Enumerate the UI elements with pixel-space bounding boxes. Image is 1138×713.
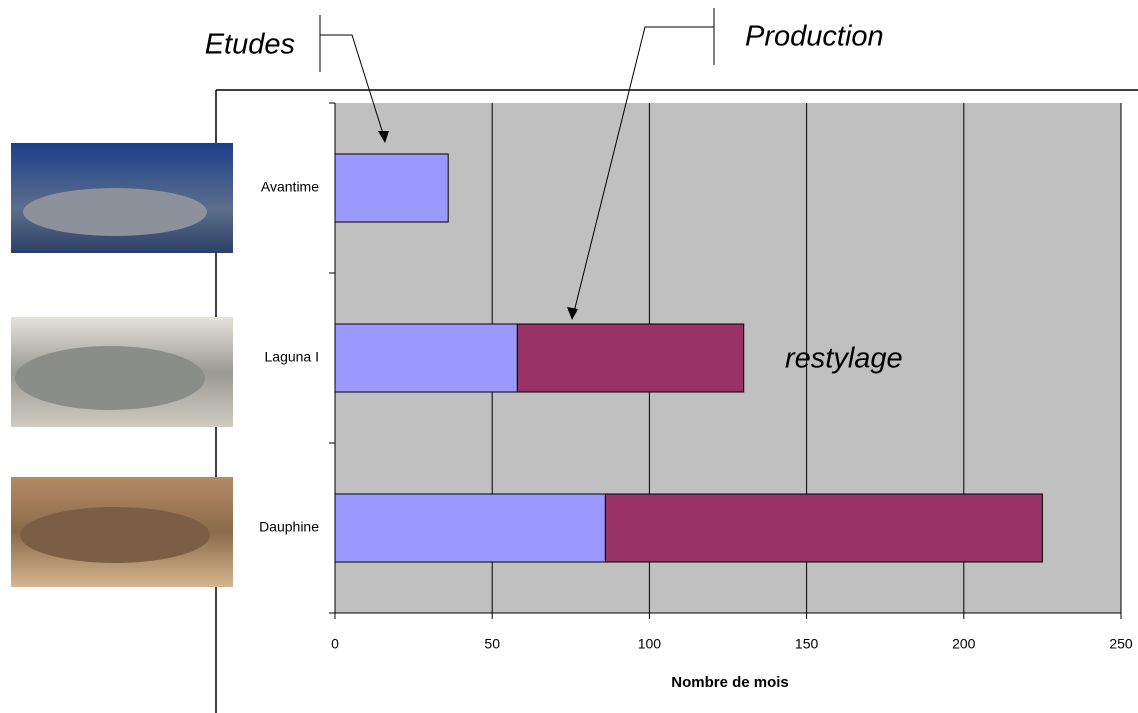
car-shape (15, 346, 205, 410)
x-tick-label: 50 (484, 636, 500, 652)
x-tick-label: 200 (952, 636, 976, 652)
x-tick-label: 0 (331, 636, 339, 652)
annotation: restylage (785, 343, 903, 375)
x-tick-label: 100 (638, 636, 662, 652)
chart: 050100150200250AvantimeLaguna IDauphine … (0, 0, 1138, 713)
legend-label: Etudes (205, 29, 295, 61)
x-tick-label: 250 (1109, 636, 1133, 652)
y-tick-label: Dauphine (259, 519, 319, 535)
bar (335, 494, 605, 562)
car-shape (23, 188, 207, 236)
y-tick-label: Avantime (261, 179, 319, 195)
x-tick-label: 150 (795, 636, 819, 652)
legend-label: Production (745, 21, 884, 53)
bar (335, 324, 517, 392)
bar (335, 154, 448, 222)
car-shape (20, 507, 210, 563)
x-axis-title: Nombre de mois (671, 674, 789, 691)
bar (517, 324, 743, 392)
bar (605, 494, 1042, 562)
y-tick-label: Laguna I (265, 349, 320, 365)
plot-area: 0 50 100 150 200 250 Avantime Laguna I Dauphine (259, 103, 1133, 652)
